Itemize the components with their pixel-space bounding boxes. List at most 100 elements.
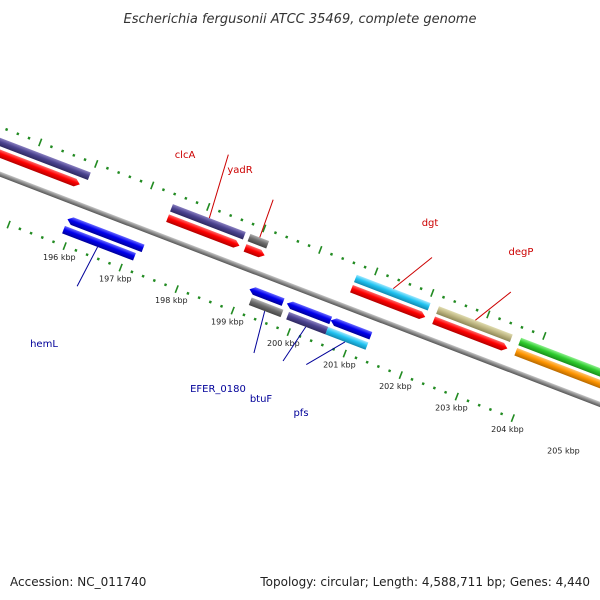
- major-tick: [542, 331, 547, 340]
- minor-tick: [195, 201, 199, 205]
- minor-tick: [61, 149, 65, 153]
- feature-upper-orange: [514, 348, 600, 399]
- minor-tick: [441, 295, 446, 299]
- minor-tick: [240, 218, 244, 222]
- accession-text: Accession: NC_011740: [10, 575, 146, 589]
- minor-tick: [497, 317, 502, 321]
- minor-tick: [363, 265, 367, 269]
- minor-tick: [520, 325, 524, 329]
- minor-tick: [219, 304, 224, 308]
- tick-row-upper: [5, 127, 547, 340]
- gene-label-yadR: yadR: [227, 165, 252, 176]
- feature-clcA-cds: [166, 214, 240, 248]
- minor-tick: [477, 403, 481, 407]
- gene-label-degP: degP: [509, 247, 534, 258]
- major-tick: [454, 392, 459, 401]
- minor-tick: [229, 213, 233, 218]
- minor-tick: [105, 166, 109, 170]
- minor-tick: [488, 407, 492, 412]
- leader-hemL: [76, 246, 99, 287]
- major-tick: [374, 267, 379, 276]
- minor-tick: [421, 382, 425, 386]
- minor-tick: [40, 235, 44, 240]
- minor-tick: [83, 158, 87, 162]
- minor-tick: [51, 240, 56, 244]
- minor-tick: [296, 239, 300, 243]
- minor-tick: [320, 343, 324, 347]
- minor-tick: [273, 231, 278, 235]
- minor-tick: [173, 192, 177, 196]
- major-tick: [286, 328, 291, 337]
- minor-tick: [385, 274, 390, 278]
- minor-tick: [285, 235, 289, 239]
- minor-tick: [251, 222, 255, 226]
- minor-tick: [242, 313, 246, 317]
- minor-tick: [419, 287, 423, 291]
- minor-tick: [365, 360, 369, 364]
- minor-tick: [72, 153, 76, 157]
- major-tick: [398, 371, 403, 380]
- feature-clcA-cog: [170, 204, 246, 240]
- feature-degP-cog: [436, 306, 513, 343]
- feature-degP-cds: [432, 316, 508, 351]
- minor-tick: [152, 278, 156, 283]
- feature-btuF-cog: [286, 311, 329, 335]
- feature-EFER_0180-cds: [249, 287, 285, 306]
- map-title: Escherichia fergusonii ATCC 35469, compl…: [124, 12, 477, 27]
- genome-backbone: [0, 127, 600, 455]
- major-tick: [62, 242, 67, 251]
- major-tick: [230, 306, 235, 315]
- minor-tick: [307, 244, 311, 248]
- minor-tick: [74, 248, 78, 252]
- gene-label-dgt: dgt: [422, 218, 439, 229]
- scale-label: 199 kbp: [211, 318, 244, 327]
- label-leader-lines: [76, 154, 512, 365]
- major-tick: [510, 414, 515, 423]
- feature-forward-cds-left: [0, 122, 80, 187]
- minor-tick: [197, 296, 201, 300]
- minor-tick: [500, 412, 504, 416]
- minor-tick: [217, 209, 222, 213]
- major-tick: [318, 245, 323, 254]
- feature-dgt-cog: [353, 274, 431, 311]
- minor-tick: [184, 196, 188, 200]
- major-tick: [262, 224, 267, 233]
- minor-tick: [388, 369, 392, 373]
- minor-tick: [27, 136, 31, 140]
- minor-tick: [341, 256, 345, 261]
- feature-hemL-cds-a: [67, 217, 145, 253]
- minor-tick: [5, 127, 9, 132]
- map-track-group: 196 kbp 197 kbp 198 kbp 199 kbp 200 kbp 201 k…: [0, 108, 600, 456]
- minor-tick: [397, 278, 401, 282]
- major-tick: [94, 159, 99, 168]
- minor-tick: [275, 326, 280, 330]
- major-tick: [206, 202, 211, 211]
- major-tick: [430, 288, 435, 297]
- minor-tick: [208, 300, 212, 304]
- feature-pfs-cog: [325, 326, 369, 350]
- feature-pfs-cds: [330, 318, 373, 340]
- scale-label: 203 kbp: [435, 404, 468, 413]
- scale-label: 201 kbp: [323, 361, 356, 370]
- minor-tick: [432, 386, 436, 390]
- minor-tick: [107, 261, 112, 265]
- minor-tick: [408, 282, 412, 286]
- minor-tick: [264, 321, 268, 326]
- minor-tick: [444, 390, 448, 394]
- feature-dgt-cds: [350, 284, 426, 319]
- minor-tick: [453, 299, 457, 304]
- major-tick: [150, 181, 155, 190]
- feature-yadR-cog: [247, 233, 270, 249]
- minor-tick: [509, 321, 513, 325]
- leader-degP: [475, 291, 512, 321]
- minor-tick: [309, 339, 313, 343]
- minor-tick: [352, 261, 356, 265]
- leader-dgt: [392, 257, 433, 290]
- scale-label: 196 kbp: [43, 253, 76, 262]
- feature-upper-purple-left: [0, 108, 91, 181]
- tick-row-lower: [6, 220, 515, 423]
- minor-tick: [475, 308, 479, 312]
- leader-EFER_0180: [253, 310, 266, 354]
- gene-label-pfs: pfs: [293, 408, 308, 419]
- minor-tick: [329, 252, 334, 256]
